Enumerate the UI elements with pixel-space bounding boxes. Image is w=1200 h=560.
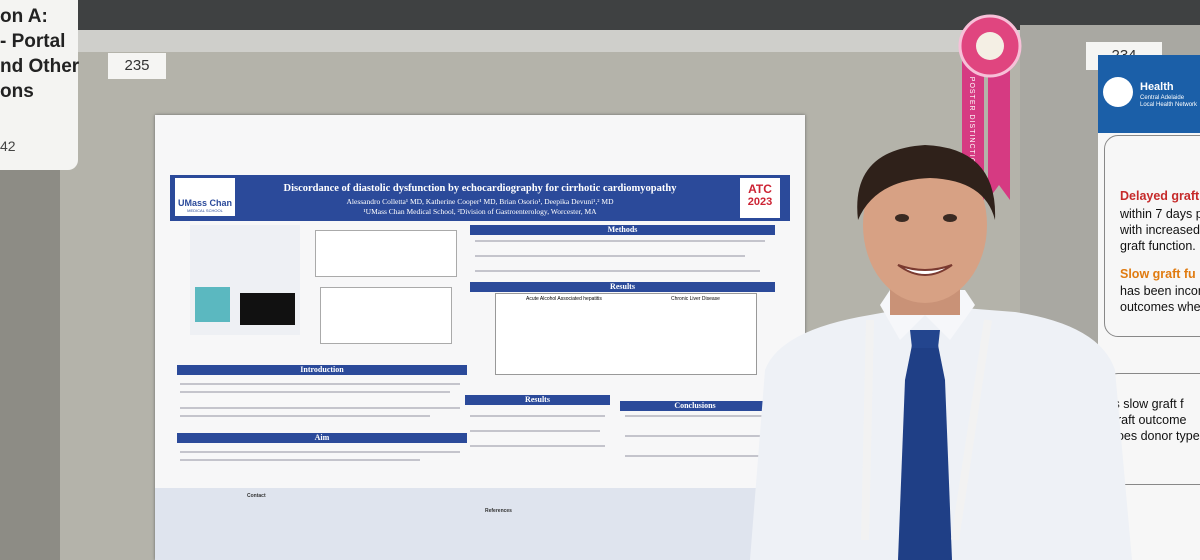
poster-authors: Alessandro Colletta¹ MD, Katherine Coope…	[346, 197, 614, 206]
poster-header	[170, 175, 790, 221]
text-line	[475, 270, 760, 272]
right-poster-line: graft outcome	[1110, 413, 1187, 427]
poster-footer	[155, 488, 805, 560]
text-line	[180, 415, 430, 417]
sign-line: nd Other	[0, 56, 80, 77]
hair	[857, 145, 996, 220]
right-poster-line: Delayed graft	[1120, 189, 1200, 203]
callout-box	[1104, 135, 1200, 337]
gov-logo	[1103, 77, 1133, 107]
text-line	[180, 391, 450, 393]
sign-line: - Portal	[0, 31, 66, 52]
lanyard	[951, 319, 992, 541]
text-line	[180, 383, 460, 385]
face	[863, 147, 987, 303]
contact-label: Contact	[247, 493, 266, 499]
section-heading: Results	[470, 282, 775, 292]
sign-text: on A: - Portal nd Other ons	[0, 4, 79, 104]
sign-number: 42	[0, 138, 16, 154]
eye	[895, 214, 909, 222]
poster-title: Discordance of diastolic dysfunction by …	[283, 183, 677, 194]
references-label: References	[485, 508, 512, 514]
poster: UMass Chan MEDICAL SCHOOL Discordance of…	[155, 115, 805, 560]
text-line	[470, 415, 605, 417]
text-line	[625, 415, 765, 417]
table-header: Chronic Liver Disease	[671, 296, 720, 302]
badge-name: ATC	[748, 182, 772, 196]
text-line	[470, 430, 600, 432]
atc-badge: ATC 2023	[740, 178, 780, 218]
criteria-table	[315, 230, 457, 277]
right-poster-line: with increased	[1120, 223, 1200, 237]
poster-affiliations: ¹UMass Chan Medical School, ²Division of…	[363, 207, 597, 216]
text-line	[475, 255, 745, 257]
right-poster-line: within 7 days p	[1120, 207, 1200, 221]
tie-knot	[910, 330, 940, 348]
text-line	[625, 435, 765, 437]
brand-sub: Central Adelaide Local Health Network	[1140, 95, 1198, 108]
right-poster-line: does donor type	[1110, 429, 1200, 443]
left-sign: on A: - Portal nd Other ons 42	[0, 0, 79, 170]
section-heading: Introduction	[177, 365, 467, 375]
board-number: 235	[108, 53, 166, 79]
doppler-image	[240, 293, 295, 325]
text-line	[475, 240, 765, 242]
doppler-image	[195, 287, 230, 322]
text-line	[180, 459, 420, 461]
badge-year: 2023	[747, 196, 773, 208]
text-line	[180, 407, 460, 409]
ribbon-tail	[988, 60, 1010, 200]
sign-line: ons	[0, 81, 34, 102]
sign-line: on A:	[0, 6, 48, 27]
text-line	[470, 445, 605, 447]
right-poster-line: outcomes whe	[1120, 300, 1200, 314]
grade-table	[320, 287, 452, 344]
eye	[943, 214, 957, 222]
smile	[897, 264, 953, 276]
text-line	[625, 455, 760, 457]
right-poster-line: has been incon	[1120, 284, 1200, 298]
right-poster-header: Health Central Adelaide Local Health Net…	[1098, 55, 1200, 133]
umass-logo: UMass Chan MEDICAL SCHOOL	[175, 178, 235, 216]
person	[750, 145, 1132, 560]
results-table: Acute Alcohol Associated hepatitis Chron…	[495, 293, 757, 375]
lanyard	[861, 319, 874, 541]
right-poster-line: Slow graft fu	[1120, 267, 1196, 281]
section-heading: Results	[465, 395, 610, 405]
right-poster-line: Is slow graft f	[1110, 397, 1184, 411]
logo-name: UMass Chan	[177, 198, 232, 208]
section-heading: Methods	[470, 225, 775, 235]
section-heading: Aim	[177, 433, 467, 443]
section-heading: Conclusions	[620, 401, 770, 411]
table-header: Acute Alcohol Associated hepatitis	[526, 296, 602, 302]
brand: Health	[1140, 81, 1174, 93]
logo-sub: MEDICAL SCHOOL	[187, 208, 223, 213]
right-poster-line: graft function.	[1120, 239, 1196, 253]
board-frame	[60, 30, 1060, 52]
rosette-center	[976, 32, 1004, 60]
text-line	[180, 451, 460, 453]
tie	[898, 345, 952, 560]
